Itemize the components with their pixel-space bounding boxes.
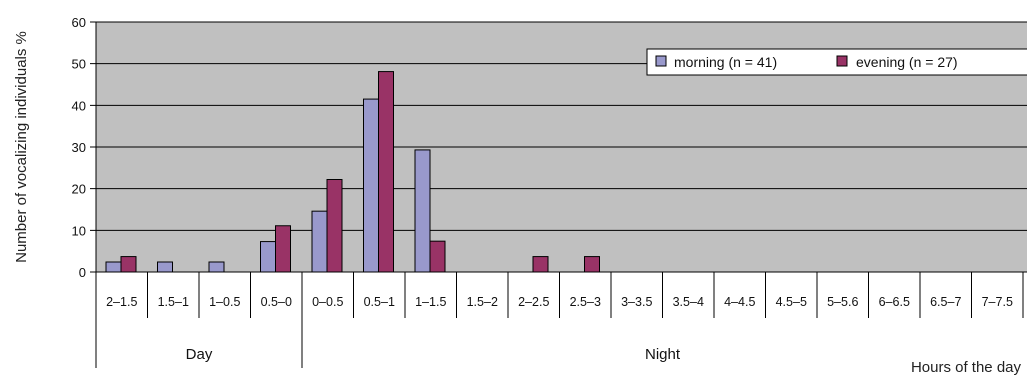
- y-tick-label: 20: [72, 182, 86, 197]
- bar-evening: [429, 240, 446, 273]
- x-tick-label: 3–3.5: [621, 295, 652, 309]
- x-tick-label: 0.5–0: [261, 295, 292, 309]
- bars: [105, 71, 600, 273]
- x-tick-label: 2–2.5: [518, 295, 549, 309]
- x-tick-label: 7–7.5: [982, 295, 1013, 309]
- bar-evening: [532, 256, 549, 273]
- x-axis-groups: Day Night: [95, 318, 681, 368]
- y-tick-label: 50: [72, 57, 86, 72]
- bar-evening: [326, 179, 343, 273]
- bar-morning: [208, 261, 225, 273]
- x-tick-label: 4–4.5: [724, 295, 755, 309]
- x-tick-label: 6.5–7: [930, 295, 961, 309]
- x-tick-label: 2–1.5: [106, 295, 137, 309]
- y-tick-label: 60: [72, 15, 86, 30]
- y-axis-ticks: 0 10 20 30 40 50 60: [72, 15, 86, 280]
- bar-evening: [584, 256, 600, 273]
- legend-label-morning: morning (n = 41): [674, 54, 777, 70]
- bar-morning: [363, 98, 379, 273]
- y-tick-label: 30: [72, 140, 86, 155]
- x-axis-categories: 2–1.5 1.5–1 1–0.5 0.5–0 0–0.5 0.5–1 1–1.5 1.5–2…: [95, 271, 1027, 318]
- y-tick-label: 40: [72, 98, 86, 113]
- x-axis-title: Hours of the day: [911, 359, 1022, 376]
- legend-swatch-evening: [836, 55, 848, 67]
- x-tick-label: 4.5–5: [776, 295, 807, 309]
- bar-morning: [105, 261, 122, 273]
- group-label-night: Night: [645, 346, 681, 363]
- x-tick-label: 1.5–1: [158, 295, 189, 309]
- legend: morning (n = 41) evening (n = 27): [646, 48, 1027, 76]
- bar-evening: [378, 71, 394, 273]
- legend-swatch-morning: [655, 55, 667, 67]
- bar-morning: [311, 210, 328, 273]
- x-tick-label: 6–6.5: [879, 295, 910, 309]
- bar-evening: [120, 256, 137, 273]
- x-tick-label: 1.5–2: [467, 295, 498, 309]
- bar-morning: [414, 149, 431, 273]
- x-tick-label: 0.5–1: [364, 295, 395, 309]
- y-tick-label: 10: [72, 223, 86, 238]
- x-tick-label: 5–5.6: [827, 295, 858, 309]
- bar-morning: [260, 241, 276, 273]
- bar-evening: [275, 225, 291, 273]
- x-tick-label: 2.5–3: [570, 295, 601, 309]
- x-tick-label: 1–0.5: [209, 295, 240, 309]
- y-axis-title: Number of vocalizing individuals %: [13, 31, 30, 263]
- x-tick-label: 0–0.5: [312, 295, 343, 309]
- bar-morning: [157, 261, 173, 273]
- group-label-day: Day: [186, 346, 213, 363]
- x-tick-label: 1–1.5: [415, 295, 446, 309]
- legend-label-evening: evening (n = 27): [856, 54, 958, 70]
- y-tick-label: 0: [79, 265, 86, 280]
- x-tick-label: 3.5–4: [673, 295, 704, 309]
